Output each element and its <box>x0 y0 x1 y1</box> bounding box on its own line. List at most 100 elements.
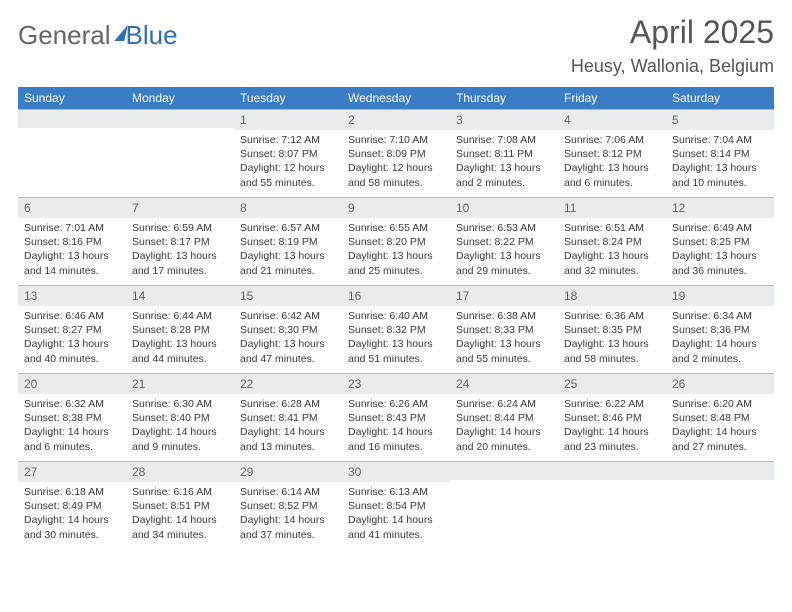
day-number: 30 <box>342 462 450 482</box>
day-content: Sunrise: 7:06 AM Sunset: 8:12 PM Dayligh… <box>558 130 666 194</box>
calendar-day-cell <box>558 462 666 550</box>
day-number: 14 <box>126 286 234 306</box>
day-content: Sunrise: 6:24 AM Sunset: 8:44 PM Dayligh… <box>450 394 558 458</box>
day-number <box>18 110 126 128</box>
calendar-body: 1Sunrise: 7:12 AM Sunset: 8:07 PM Daylig… <box>18 110 774 550</box>
day-content: Sunrise: 6:49 AM Sunset: 8:25 PM Dayligh… <box>666 218 774 282</box>
day-content: Sunrise: 6:20 AM Sunset: 8:48 PM Dayligh… <box>666 394 774 458</box>
calendar-day-cell: 17Sunrise: 6:38 AM Sunset: 8:33 PM Dayli… <box>450 286 558 374</box>
calendar-day-cell: 24Sunrise: 6:24 AM Sunset: 8:44 PM Dayli… <box>450 374 558 462</box>
day-content <box>666 480 774 530</box>
calendar-day-cell: 21Sunrise: 6:30 AM Sunset: 8:40 PM Dayli… <box>126 374 234 462</box>
day-content <box>558 480 666 530</box>
calendar-day-cell: 11Sunrise: 6:51 AM Sunset: 8:24 PM Dayli… <box>558 198 666 286</box>
calendar-day-cell: 28Sunrise: 6:16 AM Sunset: 8:51 PM Dayli… <box>126 462 234 550</box>
day-content: Sunrise: 6:13 AM Sunset: 8:54 PM Dayligh… <box>342 482 450 546</box>
calendar-day-cell: 26Sunrise: 6:20 AM Sunset: 8:48 PM Dayli… <box>666 374 774 462</box>
day-number: 29 <box>234 462 342 482</box>
brand-general: General <box>18 20 111 51</box>
day-content: Sunrise: 6:22 AM Sunset: 8:46 PM Dayligh… <box>558 394 666 458</box>
day-content: Sunrise: 6:40 AM Sunset: 8:32 PM Dayligh… <box>342 306 450 370</box>
day-number: 23 <box>342 374 450 394</box>
day-header: Tuesday <box>234 87 342 110</box>
calendar-day-cell: 4Sunrise: 7:06 AM Sunset: 8:12 PM Daylig… <box>558 110 666 198</box>
day-content: Sunrise: 6:51 AM Sunset: 8:24 PM Dayligh… <box>558 218 666 282</box>
day-number: 19 <box>666 286 774 306</box>
calendar-day-cell: 15Sunrise: 6:42 AM Sunset: 8:30 PM Dayli… <box>234 286 342 374</box>
day-content: Sunrise: 6:32 AM Sunset: 8:38 PM Dayligh… <box>18 394 126 458</box>
day-number: 6 <box>18 198 126 218</box>
day-content: Sunrise: 7:12 AM Sunset: 8:07 PM Dayligh… <box>234 130 342 194</box>
day-number: 12 <box>666 198 774 218</box>
day-content: Sunrise: 6:36 AM Sunset: 8:35 PM Dayligh… <box>558 306 666 370</box>
day-content: Sunrise: 6:42 AM Sunset: 8:30 PM Dayligh… <box>234 306 342 370</box>
day-content: Sunrise: 6:46 AM Sunset: 8:27 PM Dayligh… <box>18 306 126 370</box>
calendar-week-row: 20Sunrise: 6:32 AM Sunset: 8:38 PM Dayli… <box>18 374 774 462</box>
day-content: Sunrise: 6:28 AM Sunset: 8:41 PM Dayligh… <box>234 394 342 458</box>
day-content: Sunrise: 6:53 AM Sunset: 8:22 PM Dayligh… <box>450 218 558 282</box>
day-number: 10 <box>450 198 558 218</box>
day-content: Sunrise: 7:08 AM Sunset: 8:11 PM Dayligh… <box>450 130 558 194</box>
calendar-day-cell <box>666 462 774 550</box>
day-number: 28 <box>126 462 234 482</box>
day-content: Sunrise: 6:14 AM Sunset: 8:52 PM Dayligh… <box>234 482 342 546</box>
day-number: 4 <box>558 110 666 130</box>
day-number: 9 <box>342 198 450 218</box>
day-number: 27 <box>18 462 126 482</box>
calendar-table: Sunday Monday Tuesday Wednesday Thursday… <box>18 87 774 550</box>
day-header-row: Sunday Monday Tuesday Wednesday Thursday… <box>18 87 774 110</box>
calendar-week-row: 1Sunrise: 7:12 AM Sunset: 8:07 PM Daylig… <box>18 110 774 198</box>
calendar-day-cell: 12Sunrise: 6:49 AM Sunset: 8:25 PM Dayli… <box>666 198 774 286</box>
day-content: Sunrise: 6:55 AM Sunset: 8:20 PM Dayligh… <box>342 218 450 282</box>
calendar-day-cell: 5Sunrise: 7:04 AM Sunset: 8:14 PM Daylig… <box>666 110 774 198</box>
calendar-day-cell <box>18 110 126 198</box>
calendar-day-cell: 14Sunrise: 6:44 AM Sunset: 8:28 PM Dayli… <box>126 286 234 374</box>
calendar-day-cell: 2Sunrise: 7:10 AM Sunset: 8:09 PM Daylig… <box>342 110 450 198</box>
calendar-day-cell: 16Sunrise: 6:40 AM Sunset: 8:32 PM Dayli… <box>342 286 450 374</box>
day-header: Friday <box>558 87 666 110</box>
calendar-day-cell: 19Sunrise: 6:34 AM Sunset: 8:36 PM Dayli… <box>666 286 774 374</box>
calendar-day-cell: 27Sunrise: 6:18 AM Sunset: 8:49 PM Dayli… <box>18 462 126 550</box>
day-number: 21 <box>126 374 234 394</box>
day-content: Sunrise: 7:04 AM Sunset: 8:14 PM Dayligh… <box>666 130 774 194</box>
calendar-day-cell: 25Sunrise: 6:22 AM Sunset: 8:46 PM Dayli… <box>558 374 666 462</box>
day-content: Sunrise: 6:44 AM Sunset: 8:28 PM Dayligh… <box>126 306 234 370</box>
location-subtitle: Heusy, Wallonia, Belgium <box>571 56 774 77</box>
day-header: Sunday <box>18 87 126 110</box>
day-content: Sunrise: 6:57 AM Sunset: 8:19 PM Dayligh… <box>234 218 342 282</box>
brand-logo: General Blue <box>18 20 178 51</box>
day-header: Monday <box>126 87 234 110</box>
day-header: Saturday <box>666 87 774 110</box>
calendar-day-cell: 23Sunrise: 6:26 AM Sunset: 8:43 PM Dayli… <box>342 374 450 462</box>
day-number: 8 <box>234 198 342 218</box>
calendar-day-cell: 1Sunrise: 7:12 AM Sunset: 8:07 PM Daylig… <box>234 110 342 198</box>
day-header: Wednesday <box>342 87 450 110</box>
title-block: April 2025 Heusy, Wallonia, Belgium <box>571 14 774 77</box>
calendar-week-row: 13Sunrise: 6:46 AM Sunset: 8:27 PM Dayli… <box>18 286 774 374</box>
calendar-day-cell: 6Sunrise: 7:01 AM Sunset: 8:16 PM Daylig… <box>18 198 126 286</box>
calendar-day-cell: 20Sunrise: 6:32 AM Sunset: 8:38 PM Dayli… <box>18 374 126 462</box>
day-number: 24 <box>450 374 558 394</box>
day-content: Sunrise: 6:38 AM Sunset: 8:33 PM Dayligh… <box>450 306 558 370</box>
day-number <box>666 462 774 480</box>
day-content: Sunrise: 6:30 AM Sunset: 8:40 PM Dayligh… <box>126 394 234 458</box>
calendar-day-cell: 29Sunrise: 6:14 AM Sunset: 8:52 PM Dayli… <box>234 462 342 550</box>
header-bar: General Blue April 2025 Heusy, Wallonia,… <box>18 14 774 77</box>
day-content: Sunrise: 6:59 AM Sunset: 8:17 PM Dayligh… <box>126 218 234 282</box>
day-number: 11 <box>558 198 666 218</box>
day-number: 25 <box>558 374 666 394</box>
calendar-day-cell: 10Sunrise: 6:53 AM Sunset: 8:22 PM Dayli… <box>450 198 558 286</box>
calendar-week-row: 6Sunrise: 7:01 AM Sunset: 8:16 PM Daylig… <box>18 198 774 286</box>
day-number: 20 <box>18 374 126 394</box>
day-content: Sunrise: 7:10 AM Sunset: 8:09 PM Dayligh… <box>342 130 450 194</box>
day-number <box>126 110 234 128</box>
day-number: 13 <box>18 286 126 306</box>
calendar-day-cell: 13Sunrise: 6:46 AM Sunset: 8:27 PM Dayli… <box>18 286 126 374</box>
day-number <box>450 462 558 480</box>
day-number: 2 <box>342 110 450 130</box>
calendar-day-cell: 30Sunrise: 6:13 AM Sunset: 8:54 PM Dayli… <box>342 462 450 550</box>
day-number: 5 <box>666 110 774 130</box>
day-content: Sunrise: 7:01 AM Sunset: 8:16 PM Dayligh… <box>18 218 126 282</box>
calendar-day-cell: 22Sunrise: 6:28 AM Sunset: 8:41 PM Dayli… <box>234 374 342 462</box>
day-number: 26 <box>666 374 774 394</box>
